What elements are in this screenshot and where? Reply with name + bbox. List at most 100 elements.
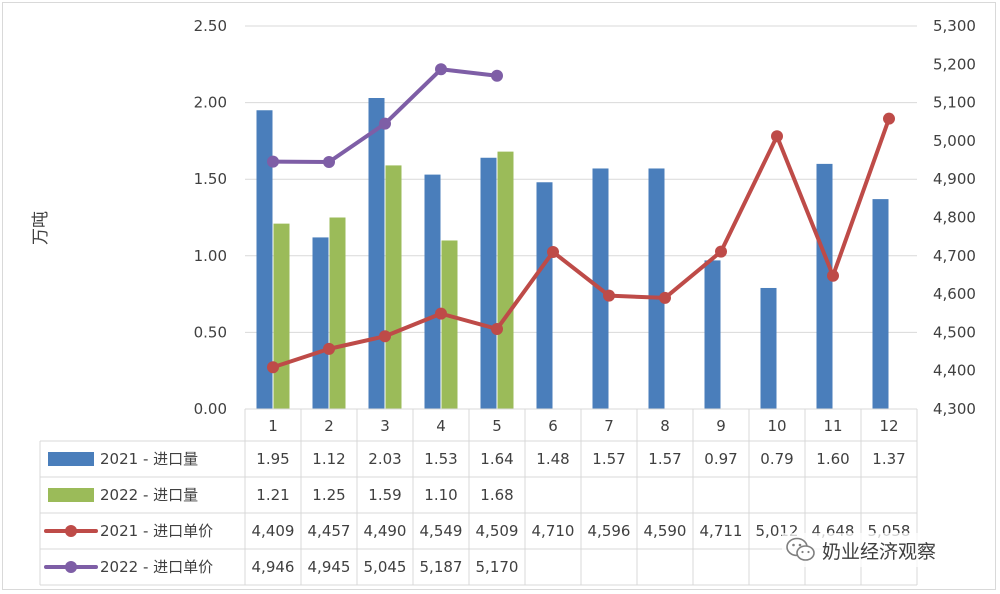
data-label: 1.37 — [872, 450, 905, 468]
data-label: 4,457 — [308, 522, 351, 540]
y2-tick-label: 4,400 — [933, 362, 976, 380]
data-label: 4,596 — [588, 522, 631, 540]
data-point — [491, 322, 503, 335]
bars — [256, 98, 889, 409]
legend-swatch — [48, 488, 94, 502]
data-label: 1.60 — [816, 450, 849, 468]
x-tick-label: 12 — [879, 417, 898, 435]
data-label: 2.03 — [368, 450, 401, 468]
data-point — [883, 112, 895, 125]
series-line — [271, 67, 499, 164]
legend-label: 2021 - 进口单价 — [100, 522, 213, 540]
y2-tick-label: 4,800 — [933, 209, 976, 227]
watermark: 奶业经济观察 — [782, 533, 941, 567]
bar — [256, 110, 273, 409]
data-label: 4,945 — [308, 558, 351, 576]
data-point — [323, 155, 335, 168]
data-point — [435, 63, 447, 76]
series-line — [271, 116, 891, 370]
legend-label: 2021 - 进口量 — [100, 450, 198, 468]
data-label: 1.64 — [480, 450, 513, 468]
data-point — [659, 291, 671, 304]
bar — [497, 151, 514, 409]
data-label: 1.53 — [424, 450, 457, 468]
axes: 0.00 0.50 1.00 1.50 2.00 2.50 4,300 4,400 4,500 4… — [194, 17, 976, 418]
data-label: 0.79 — [760, 450, 793, 468]
y-tick-label: 1.00 — [194, 247, 227, 265]
legend-label: 2022 - 进口量 — [100, 486, 198, 504]
y2-tick-label: 4,500 — [933, 323, 976, 341]
data-point — [827, 269, 839, 282]
data-point — [379, 117, 391, 130]
data-label: 1.68 — [480, 486, 513, 504]
legend-marker — [65, 561, 77, 573]
y2-tick-label: 5,100 — [933, 94, 976, 112]
wechat-icon — [786, 537, 815, 561]
data-label: 1.95 — [256, 450, 289, 468]
lines — [267, 63, 895, 374]
data-label: 5,170 — [476, 558, 519, 576]
y2-tick-label: 5,000 — [933, 132, 976, 150]
y2-tick-label: 5,300 — [933, 17, 976, 35]
y2-tick-label: 4,700 — [933, 247, 976, 265]
x-tick-label: 8 — [660, 417, 670, 435]
data-label: 4,710 — [532, 522, 575, 540]
gridlines — [245, 25, 917, 333]
bar — [273, 223, 290, 409]
data-label: 4,549 — [420, 522, 463, 540]
legend-marker — [65, 525, 77, 537]
x-tick-label: 3 — [380, 417, 390, 435]
data-point — [379, 330, 391, 343]
data-point — [491, 69, 503, 82]
data-label: 4,409 — [252, 522, 295, 540]
y2-tick-label: 5,200 — [933, 55, 976, 73]
bar — [441, 240, 458, 409]
x-tick-label: 6 — [548, 417, 558, 435]
data-label: 4,509 — [476, 522, 519, 540]
x-tick-label: 11 — [823, 417, 842, 435]
data-label: 1.25 — [312, 486, 345, 504]
data-label: 4,711 — [700, 522, 743, 540]
data-label: 4,490 — [364, 522, 407, 540]
data-label: 1.57 — [592, 450, 625, 468]
y2-tick-label: 4,600 — [933, 285, 976, 303]
data-label: 1.57 — [648, 450, 681, 468]
data-label: 1.21 — [256, 486, 289, 504]
y-tick-label: 0.00 — [194, 400, 227, 418]
data-point — [771, 130, 783, 143]
data-label: 1.48 — [536, 450, 569, 468]
bar — [760, 287, 777, 409]
legend-label: 2022 - 进口单价 — [100, 558, 213, 576]
data-label: 4,590 — [644, 522, 687, 540]
bar — [872, 199, 889, 409]
bar — [704, 260, 721, 409]
y-tick-label: 1.50 — [194, 170, 227, 188]
x-tick-label: 5 — [492, 417, 502, 435]
bar — [312, 237, 329, 409]
y2-tick-label: 4,900 — [933, 170, 976, 188]
y-tick-label: 0.50 — [194, 323, 227, 341]
data-point — [603, 289, 615, 302]
x-tick-label: 7 — [604, 417, 614, 435]
y2-tick-label: 4,300 — [933, 400, 976, 418]
x-tick-label: 10 — [767, 417, 786, 435]
data-label: 0.97 — [704, 450, 737, 468]
data-point — [435, 307, 447, 320]
legend-swatch — [48, 452, 94, 466]
data-point — [715, 245, 727, 258]
data-point — [547, 245, 559, 258]
x-tick-label: 9 — [716, 417, 726, 435]
y-axis-label: 万吨 — [31, 211, 51, 245]
data-label: 5,187 — [420, 558, 463, 576]
x-tick-label: 2 — [324, 417, 334, 435]
y-tick-label: 2.00 — [194, 94, 227, 112]
bar — [424, 174, 441, 409]
data-label: 4,946 — [252, 558, 295, 576]
x-tick-label: 4 — [436, 417, 446, 435]
data-label: 5,045 — [364, 558, 407, 576]
watermark-text: 奶业经济观察 — [822, 540, 937, 563]
data-point — [323, 342, 335, 355]
